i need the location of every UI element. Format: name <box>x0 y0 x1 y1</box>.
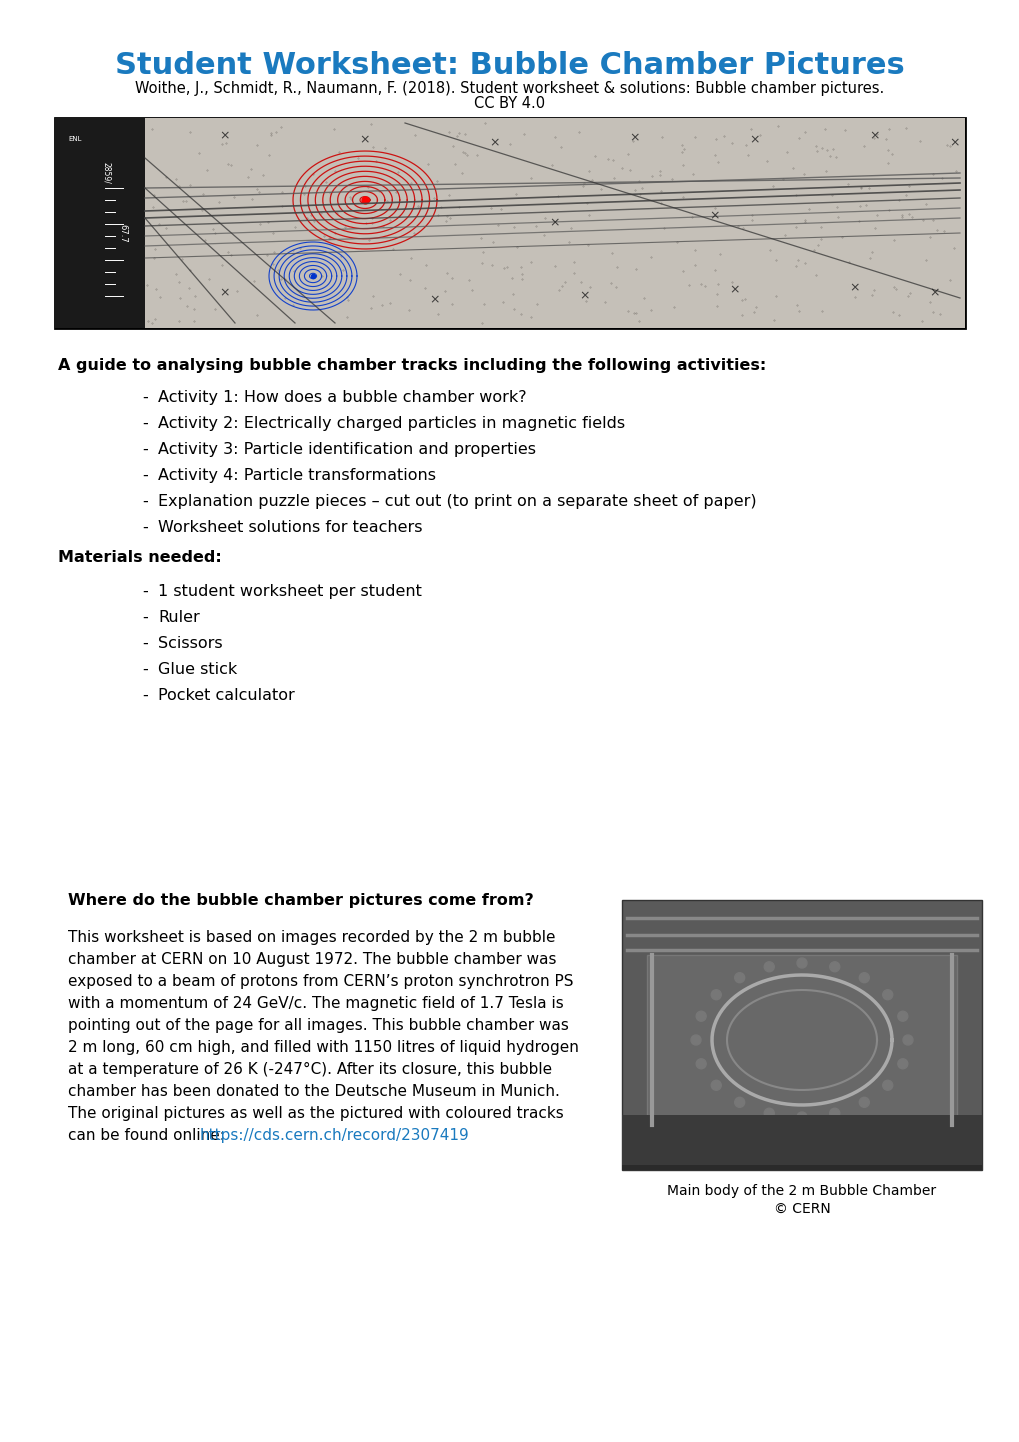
Circle shape <box>696 1011 705 1021</box>
Text: 67.7: 67.7 <box>118 224 127 242</box>
Text: ×: × <box>949 137 959 150</box>
Bar <box>55 118 145 327</box>
Circle shape <box>897 1058 907 1069</box>
Circle shape <box>696 1058 705 1069</box>
Text: ×: × <box>579 290 590 303</box>
Circle shape <box>690 1035 700 1045</box>
Text: ×: × <box>749 134 759 147</box>
Circle shape <box>796 957 806 968</box>
Text: exposed to a beam of protons from CERN’s proton synchrotron PS: exposed to a beam of protons from CERN’s… <box>68 973 573 989</box>
Text: ×: × <box>869 130 879 143</box>
Text: Activity 4: Particle transformations: Activity 4: Particle transformations <box>158 469 435 483</box>
Text: ×: × <box>709 209 719 222</box>
Text: -: - <box>142 443 148 457</box>
Text: -: - <box>142 662 148 676</box>
Text: This worksheet is based on images recorded by the 2 m bubble: This worksheet is based on images record… <box>68 930 555 945</box>
Text: Materials needed:: Materials needed: <box>58 549 221 565</box>
Text: Main body of the 2 m Bubble Chamber: Main body of the 2 m Bubble Chamber <box>666 1184 935 1198</box>
Circle shape <box>902 1035 912 1045</box>
Text: -: - <box>142 415 148 431</box>
Text: 1 student worksheet per student: 1 student worksheet per student <box>158 584 422 598</box>
Text: -: - <box>142 610 148 624</box>
Circle shape <box>734 1097 744 1107</box>
Circle shape <box>881 1080 892 1090</box>
Text: ×: × <box>219 287 230 300</box>
Text: -: - <box>142 389 148 405</box>
Bar <box>55 118 964 327</box>
Circle shape <box>710 989 720 999</box>
Circle shape <box>796 1112 806 1122</box>
Text: ×: × <box>929 287 940 300</box>
Text: ×: × <box>360 134 370 147</box>
Text: 2859/: 2859/ <box>102 162 111 185</box>
Text: https://cds.cern.ch/record/2307419: https://cds.cern.ch/record/2307419 <box>200 1128 469 1144</box>
Text: The original pictures as well as the pictured with coloured tracks: The original pictures as well as the pic… <box>68 1106 564 1120</box>
Circle shape <box>710 1080 720 1090</box>
Text: Activity 1: How does a bubble chamber work?: Activity 1: How does a bubble chamber wo… <box>158 389 526 405</box>
Text: -: - <box>142 584 148 598</box>
Bar <box>646 955 956 1125</box>
Text: Explanation puzzle pieces – cut out (to print on a separate sheet of paper): Explanation puzzle pieces – cut out (to … <box>158 495 756 509</box>
Text: ×: × <box>549 216 559 229</box>
Text: -: - <box>142 521 148 535</box>
Bar <box>622 1115 981 1169</box>
Text: ×: × <box>729 284 740 297</box>
Circle shape <box>734 973 744 982</box>
Text: ×: × <box>219 130 230 143</box>
Text: ×: × <box>629 131 640 144</box>
Text: 2 m long, 60 cm high, and filled with 1150 litres of liquid hydrogen: 2 m long, 60 cm high, and filled with 11… <box>68 1040 579 1056</box>
Circle shape <box>858 973 868 982</box>
Text: Scissors: Scissors <box>158 636 222 650</box>
Text: © CERN: © CERN <box>772 1203 829 1216</box>
Text: -: - <box>142 469 148 483</box>
Circle shape <box>828 1109 839 1118</box>
Text: Activity 3: Particle identification and properties: Activity 3: Particle identification and … <box>158 443 535 457</box>
Text: -: - <box>142 495 148 509</box>
Text: Woithe, J., Schmidt, R., Naumann, F. (2018). Student worksheet & solutions: Bubb: Woithe, J., Schmidt, R., Naumann, F. (20… <box>136 81 883 95</box>
Text: Glue stick: Glue stick <box>158 662 237 676</box>
Text: A guide to analysing bubble chamber tracks including the following activities:: A guide to analysing bubble chamber trac… <box>58 358 765 373</box>
Circle shape <box>763 1109 773 1118</box>
Text: with a momentum of 24 GeV/c. The magnetic field of 1.7 Tesla is: with a momentum of 24 GeV/c. The magneti… <box>68 996 564 1011</box>
Text: ENL: ENL <box>68 136 82 141</box>
Text: Activity 2: Electrically charged particles in magnetic fields: Activity 2: Electrically charged particl… <box>158 415 625 431</box>
Text: can be found online:: can be found online: <box>68 1128 229 1144</box>
Circle shape <box>858 1097 868 1107</box>
Circle shape <box>763 962 773 972</box>
Bar <box>145 118 964 327</box>
Text: Ruler: Ruler <box>158 610 200 624</box>
Text: CC BY 4.0: CC BY 4.0 <box>474 95 545 111</box>
Text: Where do the bubble chamber pictures come from?: Where do the bubble chamber pictures com… <box>68 893 533 908</box>
Circle shape <box>881 989 892 999</box>
Text: -: - <box>142 636 148 650</box>
Bar <box>622 900 981 1169</box>
Text: ×: × <box>429 294 440 307</box>
Circle shape <box>897 1011 907 1021</box>
Circle shape <box>828 962 839 972</box>
Text: Student Worksheet: Bubble Chamber Pictures: Student Worksheet: Bubble Chamber Pictur… <box>115 50 904 79</box>
Text: at a temperature of 26 K (-247°C). After its closure, this bubble: at a temperature of 26 K (-247°C). After… <box>68 1061 551 1077</box>
Bar <box>622 1115 981 1165</box>
Text: ×: × <box>489 137 499 150</box>
Text: ×: × <box>849 281 859 294</box>
Text: chamber at CERN on 10 August 1972. The bubble chamber was: chamber at CERN on 10 August 1972. The b… <box>68 952 556 968</box>
Text: Worksheet solutions for teachers: Worksheet solutions for teachers <box>158 521 422 535</box>
Text: chamber has been donated to the Deutsche Museum in Munich.: chamber has been donated to the Deutsche… <box>68 1084 559 1099</box>
Text: pointing out of the page for all images. This bubble chamber was: pointing out of the page for all images.… <box>68 1018 569 1032</box>
Text: Pocket calculator: Pocket calculator <box>158 688 294 704</box>
Text: -: - <box>142 688 148 704</box>
